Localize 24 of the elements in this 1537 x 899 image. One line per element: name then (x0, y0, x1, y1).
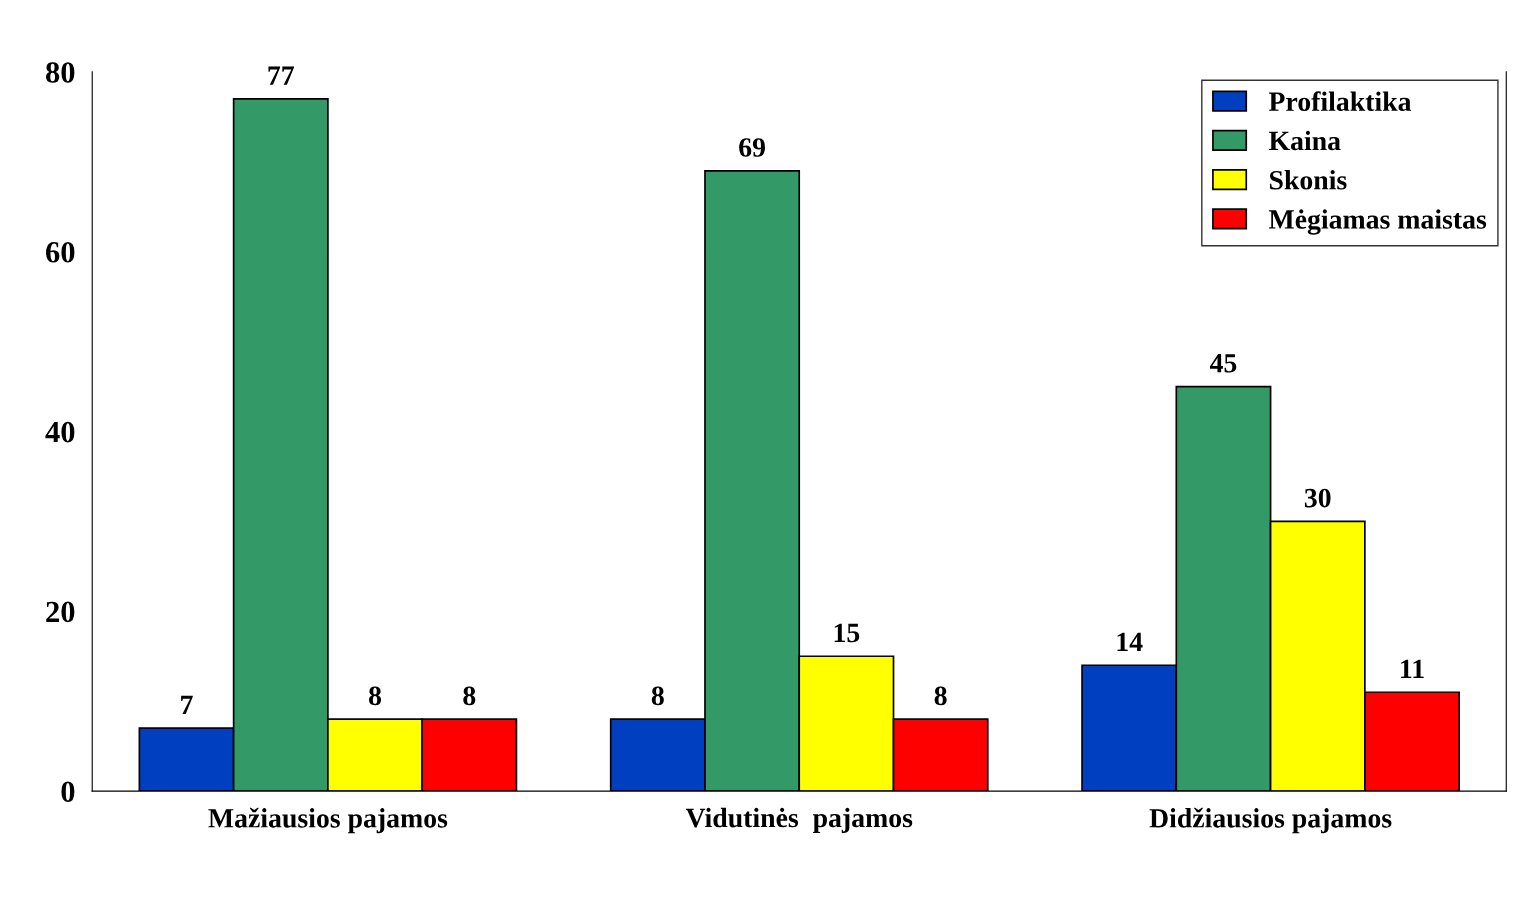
x-tick-label: Mažiausios pajamos (208, 807, 448, 834)
data-label: 30 (1304, 488, 1331, 508)
legend-label: Skonis (1269, 170, 1347, 190)
legend-label: Profilaktika (1268, 91, 1412, 112)
legend-label: Kaina (1268, 130, 1341, 151)
data-label: 7 (181, 695, 193, 714)
data-label: 14 (1117, 632, 1143, 652)
data-label: 11 (1401, 659, 1424, 678)
y-tick-label: 80 (46, 62, 75, 83)
x-tick-label: Didžiausios pajamos (1149, 807, 1392, 834)
x-tick-label: Vidutinės pajamos (685, 807, 913, 833)
y-tick-label: 40 (45, 421, 75, 443)
y-tick-label: 60 (46, 242, 75, 263)
data-label: 69 (739, 138, 765, 157)
data-label: 15 (834, 623, 860, 643)
data-label: 8 (934, 686, 947, 706)
data-label: 8 (651, 686, 664, 706)
y-tick-label: 20 (46, 601, 75, 623)
y-tick-label: 0 (61, 781, 75, 803)
data-label: 77 (268, 66, 294, 85)
legend-label: Mėgiamas maistas (1268, 209, 1487, 235)
data-label: 45 (1209, 354, 1237, 373)
data-label: 8 (463, 686, 476, 706)
data-label: 8 (369, 686, 382, 706)
